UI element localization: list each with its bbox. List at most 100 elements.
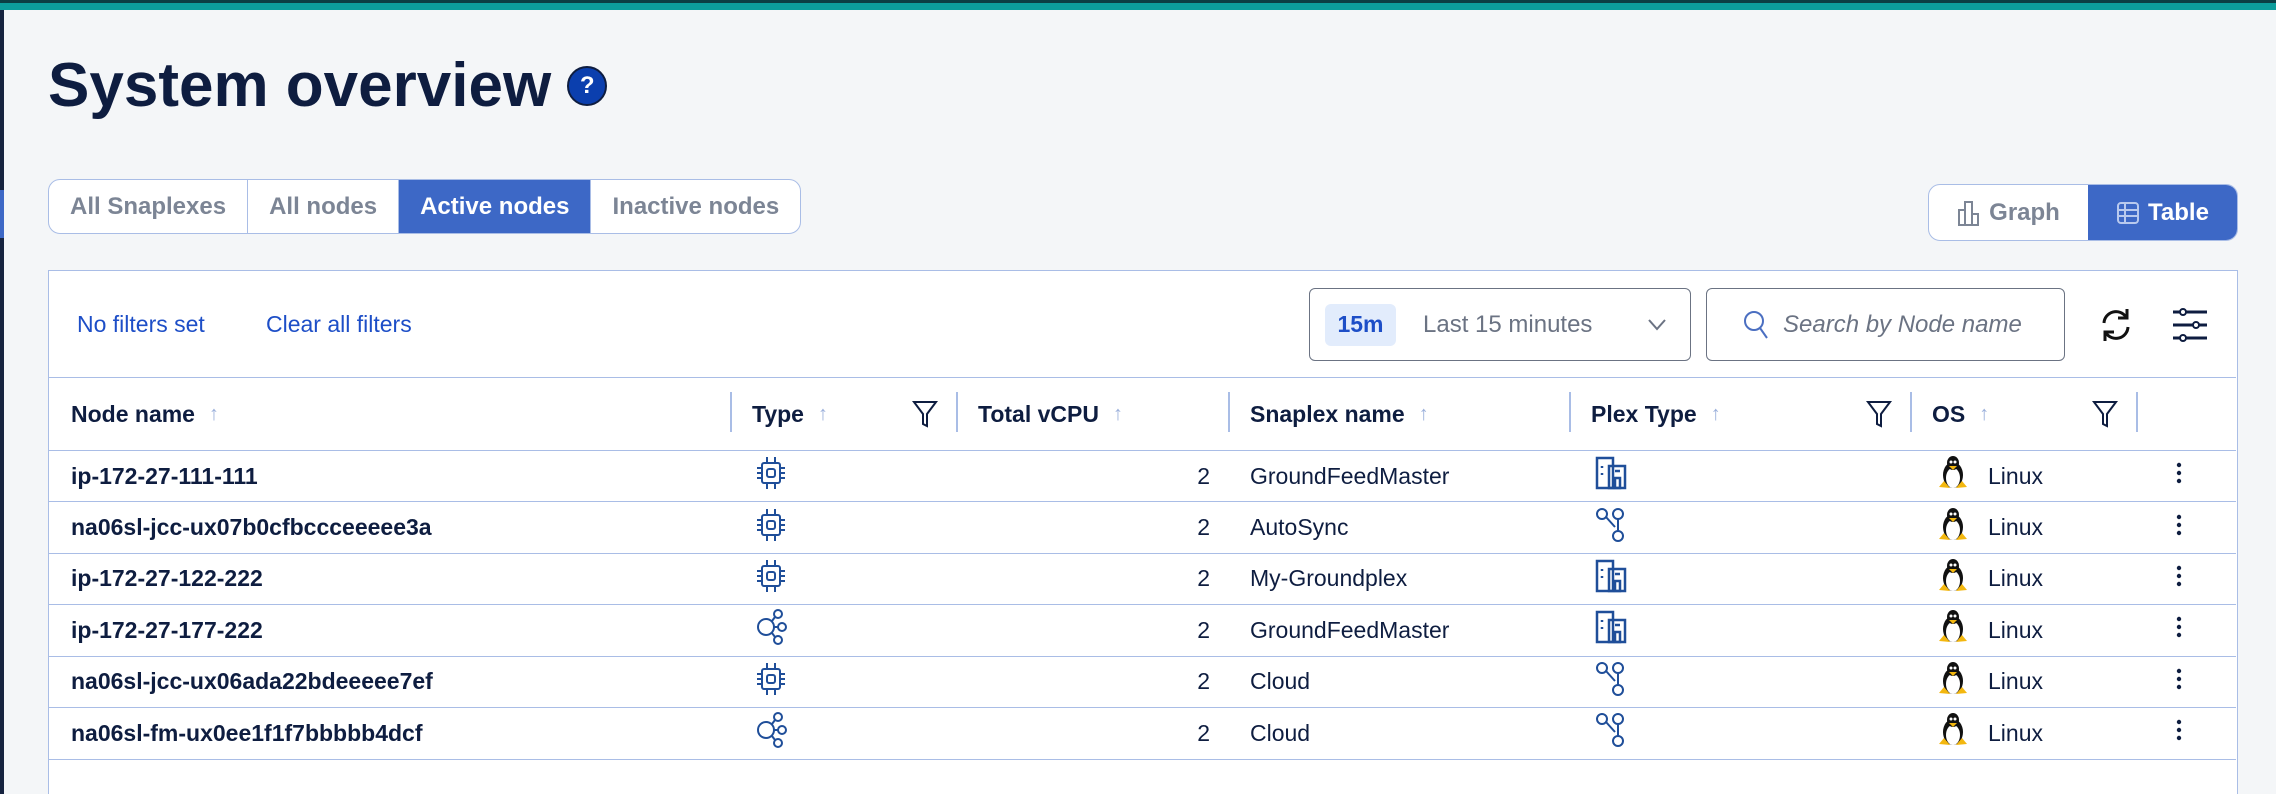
- sort-arrow-up-icon[interactable]: ↑: [1979, 402, 1990, 425]
- snaplex-name-cell: AutoSync: [1250, 514, 1349, 541]
- row-actions-button[interactable]: [2136, 708, 2236, 758]
- node-name-cell[interactable]: ip-172-27-122-222: [71, 565, 263, 592]
- sort-arrow-up-icon[interactable]: ↑: [1418, 402, 1429, 425]
- linux-penguin-icon: [1938, 455, 1968, 497]
- node-name-cell[interactable]: ip-172-27-177-222: [71, 616, 263, 643]
- row-actions-button[interactable]: [2136, 657, 2236, 707]
- chip-icon: [756, 456, 786, 496]
- node-name-cell[interactable]: na06sl-jcc-ux06ada22bdeeeee7ef: [71, 668, 433, 695]
- sort-arrow-up-icon[interactable]: ↑: [1710, 402, 1721, 425]
- refresh-icon[interactable]: [2096, 305, 2136, 345]
- column-header-os[interactable]: OS ↑: [1910, 378, 2136, 450]
- graph-view-button[interactable]: Graph: [1929, 185, 2088, 240]
- more-vertical-icon[interactable]: [2176, 462, 2182, 490]
- tab-all-nodes[interactable]: All nodes: [248, 180, 400, 233]
- snaplex-name-cell: Cloud: [1250, 668, 1311, 695]
- column-header-total-vcpu[interactable]: Total vCPU ↑: [956, 378, 1228, 450]
- left-nav-edge: [0, 10, 4, 794]
- linux-penguin-icon: [1938, 712, 1968, 754]
- column-label: Snaplex name: [1250, 400, 1405, 427]
- bar-chart-icon: [1958, 200, 1980, 226]
- type-cell: [730, 708, 956, 758]
- node-name-cell[interactable]: ip-172-27-111-111: [71, 462, 258, 489]
- sort-arrow-up-icon[interactable]: ↑: [208, 402, 219, 425]
- table-row[interactable]: na06sl-fm-ux0ee1f1f7bbbbb4dcf 2 Cloud Linux: [49, 707, 2236, 758]
- building-icon: [1595, 456, 1627, 496]
- network-icon: [1595, 712, 1625, 754]
- vcpu-cell: 2: [1197, 616, 1210, 643]
- column-header-plex-type[interactable]: Plex Type ↑: [1569, 378, 1910, 450]
- plex-type-cell: [1569, 554, 1910, 604]
- node-name-cell[interactable]: na06sl-fm-ux0ee1f1f7bbbbb4dcf: [71, 719, 423, 746]
- row-actions-button[interactable]: [2136, 554, 2236, 604]
- column-label: Total vCPU: [978, 400, 1099, 427]
- more-vertical-icon[interactable]: [2176, 719, 2182, 747]
- table-row[interactable]: ip-172-27-122-222 2 My-Groundplex Linux: [49, 552, 2236, 604]
- table-label: Table: [2148, 198, 2209, 226]
- sort-arrow-up-icon[interactable]: ↑: [1112, 402, 1123, 425]
- column-settings-icon[interactable]: [2171, 305, 2209, 345]
- table-grid-icon: [2117, 201, 2140, 224]
- actions-column-header: [2136, 378, 2236, 450]
- network-icon: [1595, 507, 1625, 549]
- type-cell: [730, 554, 956, 604]
- os-cell: Linux: [1910, 554, 2136, 604]
- filter-funnel-icon[interactable]: [1866, 400, 1892, 434]
- column-label: Plex Type: [1591, 400, 1697, 427]
- more-vertical-icon[interactable]: [2176, 514, 2182, 542]
- plex-type-cell: [1569, 708, 1910, 758]
- os-cell: Linux: [1910, 502, 2136, 552]
- more-vertical-icon[interactable]: [2176, 616, 2182, 644]
- chip-icon: [756, 508, 786, 548]
- row-actions-button[interactable]: [2136, 451, 2236, 501]
- table-header: Node name ↑ Type ↑ Total vCPU ↑ Snaplex name ↑ P…: [49, 377, 2236, 450]
- type-cell: [730, 605, 956, 655]
- vcpu-cell: 2: [1197, 514, 1210, 541]
- building-icon: [1595, 559, 1627, 599]
- row-actions-button[interactable]: [2136, 605, 2236, 655]
- graph-label: Graph: [1989, 198, 2060, 226]
- column-header-snaplex-name[interactable]: Snaplex name ↑: [1228, 378, 1569, 450]
- sort-arrow-up-icon[interactable]: ↑: [817, 402, 828, 425]
- snaplex-name-cell: GroundFeedMaster: [1250, 462, 1450, 489]
- chip-icon: [756, 662, 786, 702]
- column-header-node-name[interactable]: Node name ↑: [49, 378, 730, 450]
- tab-inactive-nodes[interactable]: Inactive nodes: [612, 192, 780, 220]
- filter-funnel-icon[interactable]: [2092, 400, 2118, 434]
- table-row[interactable]: ip-172-27-177-222 2 GroundFeedMaster Linux: [49, 604, 2236, 655]
- more-vertical-icon[interactable]: [2176, 565, 2182, 593]
- page-title: System overview: [48, 51, 552, 120]
- table-view-button[interactable]: Table: [2088, 185, 2237, 240]
- filter-funnel-icon[interactable]: [912, 400, 938, 434]
- cluster-icon: [756, 712, 788, 754]
- table-row[interactable]: ip-172-27-111-111 2 GroundFeedMaster Linux: [49, 450, 2236, 501]
- type-cell: [730, 451, 956, 501]
- question-circle-icon[interactable]: ?: [567, 66, 608, 106]
- time-range-badge: 15m: [1325, 303, 1396, 346]
- snaplex-name-cell: Cloud: [1250, 719, 1311, 746]
- more-vertical-icon[interactable]: [2176, 668, 2182, 696]
- search-input[interactable]: [1783, 310, 2063, 339]
- snaplex-name-cell: My-Groundplex: [1250, 565, 1408, 592]
- os-label: Linux: [1988, 668, 2043, 695]
- time-range-label: Last 15 minutes: [1423, 310, 1593, 338]
- node-name-cell[interactable]: na06sl-jcc-ux07b0cfbccceeeee3a: [71, 514, 432, 541]
- building-icon: [1595, 610, 1627, 650]
- column-label: Type: [752, 400, 804, 427]
- type-cell: [730, 502, 956, 552]
- column-header-type[interactable]: Type ↑: [730, 378, 956, 450]
- time-range-dropdown[interactable]: 15m Last 15 minutes: [1309, 288, 1691, 361]
- left-nav-marker: [0, 190, 4, 238]
- tab-active-nodes[interactable]: Active nodes: [399, 180, 592, 233]
- plex-type-cell: [1569, 605, 1910, 655]
- table-row[interactable]: na06sl-jcc-ux07b0cfbccceeeee3a 2 AutoSync L…: [49, 501, 2236, 552]
- clear-filters-link[interactable]: Clear all filters: [266, 311, 412, 337]
- column-label: Node name: [71, 400, 195, 427]
- tab-all-snaplexes[interactable]: All Snaplexes: [49, 180, 249, 233]
- row-actions-button[interactable]: [2136, 502, 2236, 552]
- os-cell: Linux: [1910, 605, 2136, 655]
- plex-type-cell: [1569, 451, 1910, 501]
- linux-penguin-icon: [1938, 609, 1968, 651]
- table-row[interactable]: na06sl-jcc-ux06ada22bdeeeee7ef 2 Cloud Linu…: [49, 655, 2236, 707]
- snaplex-name-cell: GroundFeedMaster: [1250, 616, 1450, 643]
